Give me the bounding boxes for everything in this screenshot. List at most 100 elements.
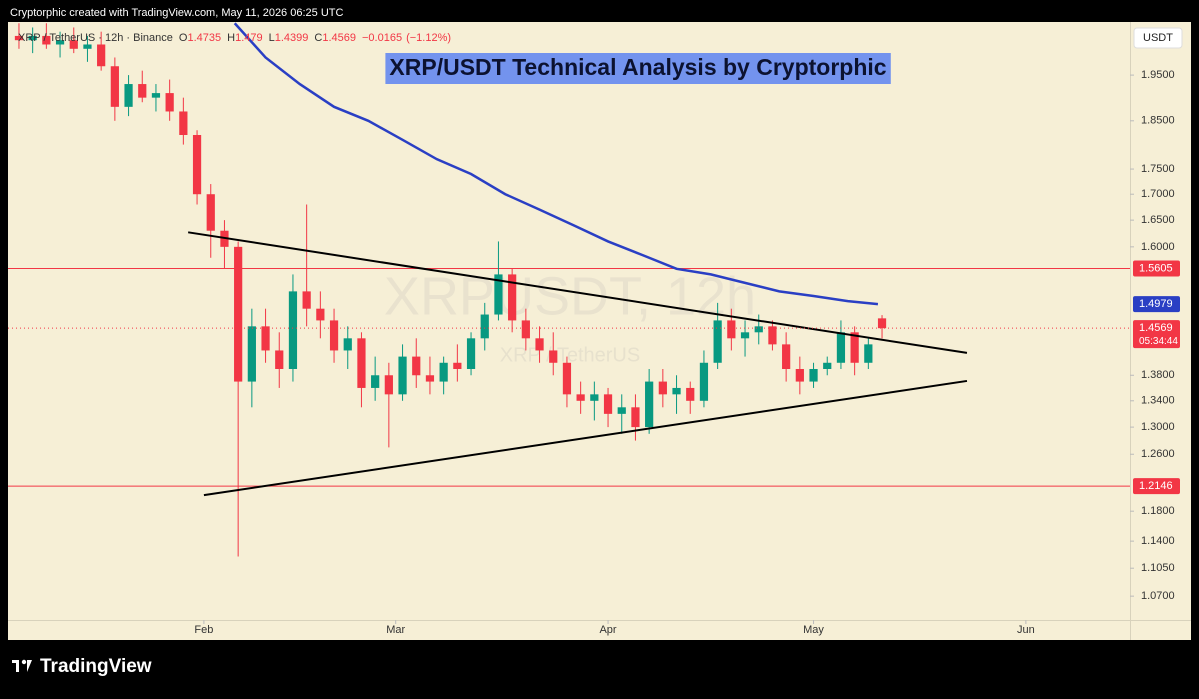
ohlc-letter: O — [179, 32, 188, 44]
ma-label: 1.4979 — [1139, 298, 1173, 310]
candle-body — [466, 338, 476, 369]
x-tick-label: Feb — [194, 624, 213, 636]
y-tick-label: 1.1400 — [1141, 535, 1175, 547]
y-tick-label: 1.1800 — [1141, 505, 1175, 517]
ohlc-value: 1.4569 — [322, 32, 356, 44]
ohlc-letter: L — [269, 32, 275, 44]
change-pct: (−1.12%) — [406, 32, 451, 44]
candle-body — [398, 356, 407, 395]
y-tick-label: 1.7500 — [1141, 163, 1175, 175]
candle-body — [165, 93, 174, 112]
candle-body — [617, 407, 626, 414]
watermark-sub: XRP / TetherUS — [500, 344, 640, 366]
watermark: XRPUSDT, 12h — [384, 266, 756, 326]
candle-body — [823, 362, 832, 369]
chart-title: XRP/USDT Technical Analysis by Cryptorph… — [389, 54, 886, 80]
last-price-bg — [1133, 320, 1180, 349]
candle-body — [508, 274, 517, 321]
ohlc-letter: C — [314, 32, 322, 44]
ohlc-value: 1.4735 — [187, 32, 221, 44]
symbol: XRP / TetherUS · 12h · Binance — [18, 32, 173, 44]
candle-body — [836, 332, 846, 363]
candle-body — [110, 66, 119, 107]
currency-label: USDT — [1143, 32, 1173, 44]
candle-body — [371, 375, 380, 388]
candle-body — [151, 93, 161, 98]
candle-body — [658, 381, 667, 395]
candle-body — [686, 387, 695, 401]
symbol-legend: XRP / TetherUS · 12h · Binance O1.4735 H 1.… — [18, 32, 451, 44]
plot-area: XRPUSDT, 12h XRP / TetherUS — [8, 22, 1130, 557]
x-tick-label: Jun — [1017, 624, 1035, 636]
ohlc-letter: H — [227, 32, 235, 44]
candle-body — [14, 35, 24, 41]
candle-body — [877, 318, 887, 329]
footer-logo — [12, 659, 32, 672]
candle-body — [302, 291, 311, 309]
candle-body — [343, 338, 352, 351]
candle-body — [97, 44, 106, 67]
y-tick-label: 1.1050 — [1141, 562, 1175, 574]
candle-body — [562, 362, 572, 395]
candle-body — [247, 326, 256, 382]
candle-body — [234, 246, 243, 382]
candle-body — [809, 368, 818, 382]
trendline — [203, 379, 968, 497]
candle-body — [124, 84, 133, 107]
ma-label-bg — [1133, 296, 1180, 313]
candle-body — [261, 326, 270, 351]
candle-body — [850, 332, 859, 363]
candle-body — [28, 35, 37, 41]
x-tick-label: Mar — [386, 624, 405, 636]
candle-body — [412, 356, 421, 376]
countdown: 05:34:44 — [1139, 336, 1178, 347]
header-text: Cryptorphic created with TradingView.com… — [10, 7, 343, 19]
title-bg — [385, 53, 891, 84]
y-tick-label: 1.9500 — [1141, 69, 1175, 81]
candle-body — [864, 344, 873, 363]
y-tick-label: 1.6000 — [1141, 241, 1175, 253]
candle-body — [699, 362, 709, 401]
candle-body — [782, 344, 791, 369]
candle-body — [590, 394, 599, 401]
candle-body — [192, 134, 202, 195]
overlay: 1.9500 1.8500 1.7500 1.7000 1.6500 1.6000 1.38… — [18, 27, 1183, 636]
candle-body — [179, 111, 188, 135]
candle-body — [576, 394, 585, 401]
y-tick-label: 1.7000 — [1141, 188, 1175, 200]
trendline — [187, 231, 968, 354]
candle-body — [42, 35, 51, 45]
candle-body — [439, 362, 448, 382]
candle-body — [384, 375, 393, 395]
candle-body — [672, 387, 681, 395]
y-tick-label: 1.6500 — [1141, 214, 1175, 226]
candle-body — [453, 362, 462, 369]
candle-body — [768, 326, 777, 345]
candle-body — [754, 326, 763, 333]
level-label-bg — [1133, 478, 1180, 495]
candle-body — [138, 84, 147, 98]
ohlc-value: 1.4399 — [275, 32, 309, 44]
y-tick-label: 1.3000 — [1141, 421, 1175, 433]
candle-body — [535, 338, 544, 351]
candle-body — [206, 194, 215, 231]
candle-body — [713, 320, 722, 363]
candle-body — [69, 40, 78, 49]
candle-body — [357, 338, 366, 388]
y-tick-label: 1.0700 — [1141, 590, 1175, 602]
candle-body — [521, 320, 530, 339]
chart-panel — [8, 22, 1191, 640]
level-label: 1.2146 — [1139, 480, 1173, 492]
candle-body — [603, 394, 613, 414]
candle-body — [55, 40, 65, 45]
candle-body — [494, 274, 503, 315]
change: −0.0165 — [362, 32, 402, 44]
candle-body — [549, 350, 558, 363]
x-tick-label: May — [803, 624, 824, 636]
currency-box — [1133, 27, 1183, 49]
footer-brand: TradingView — [40, 656, 152, 677]
y-tick-label: 1.8500 — [1141, 115, 1175, 127]
level-label: 1.5605 — [1139, 262, 1173, 274]
candle-body — [740, 332, 750, 339]
